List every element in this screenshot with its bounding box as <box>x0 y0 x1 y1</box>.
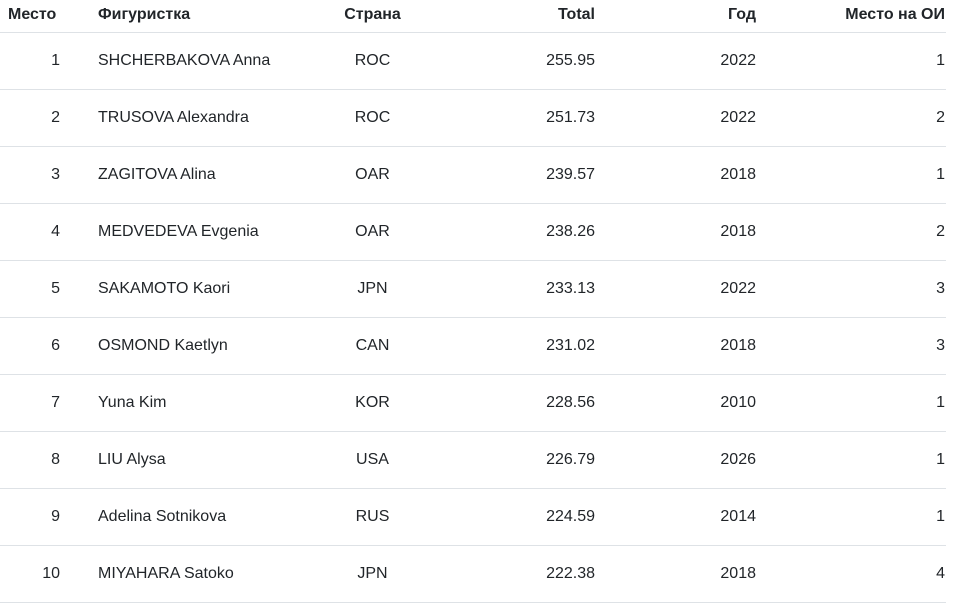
cell-country: OAR <box>315 203 430 261</box>
cell-total-score: 226.79 <box>430 431 603 489</box>
cell-year: 2022 <box>603 32 764 90</box>
cell-place: 7 <box>0 374 90 432</box>
cell-place: 2 <box>0 89 90 147</box>
cell-total-score: 231.02 <box>430 317 603 375</box>
table-row: 6 OSMOND Kaetlyn CAN 231.02 2018 3 <box>0 317 946 375</box>
cell-year: 2026 <box>603 431 764 489</box>
cell-year: 2018 <box>603 317 764 375</box>
skaters-ranking-table: Место Фигуристка Страна Total Год Место … <box>0 0 946 603</box>
table-row: 2 TRUSOVA Alexandra ROC 251.73 2022 2 <box>0 89 946 147</box>
table-body: 1 SHCHERBAKOVA Anna ROC 255.95 2022 1 2 TRUSOVA… <box>0 32 946 603</box>
cell-olympic-place: 1 <box>764 32 946 90</box>
cell-place: 8 <box>0 431 90 489</box>
cell-place: 3 <box>0 146 90 204</box>
cell-year: 2014 <box>603 488 764 546</box>
cell-olympic-place: 2 <box>764 203 946 261</box>
cell-skater-name: LIU Alysa <box>90 431 315 489</box>
cell-total-score: 255.95 <box>430 32 603 90</box>
cell-year: 2018 <box>603 203 764 261</box>
cell-olympic-place: 1 <box>764 431 946 489</box>
table-row: 10 MIYAHARA Satoko JPN 222.38 2018 4 <box>0 545 946 603</box>
cell-year: 2022 <box>603 89 764 147</box>
table-row: 5 SAKAMOTO Kaori JPN 233.13 2022 3 <box>0 260 946 318</box>
cell-total-score: 239.57 <box>430 146 603 204</box>
cell-skater-name: OSMOND Kaetlyn <box>90 317 315 375</box>
cell-place: 4 <box>0 203 90 261</box>
cell-olympic-place: 4 <box>764 545 946 603</box>
cell-country: OAR <box>315 146 430 204</box>
header-row: Место Фигуристка Страна Total Год Место … <box>0 0 946 33</box>
cell-total-score: 224.59 <box>430 488 603 546</box>
cell-skater-name: Yuna Kim <box>90 374 315 432</box>
cell-skater-name: Adelina Sotnikova <box>90 488 315 546</box>
cell-olympic-place: 3 <box>764 260 946 318</box>
table-row: 7 Yuna Kim KOR 228.56 2010 1 <box>0 374 946 432</box>
column-header-olympic-place: Место на ОИ <box>764 0 946 33</box>
cell-country: RUS <box>315 488 430 546</box>
table-row: 9 Adelina Sotnikova RUS 224.59 2014 1 <box>0 488 946 546</box>
cell-olympic-place: 3 <box>764 317 946 375</box>
cell-country: USA <box>315 431 430 489</box>
cell-place: 1 <box>0 32 90 90</box>
cell-place: 10 <box>0 545 90 603</box>
cell-olympic-place: 1 <box>764 146 946 204</box>
cell-total-score: 233.13 <box>430 260 603 318</box>
cell-skater-name: TRUSOVA Alexandra <box>90 89 315 147</box>
column-header-country: Страна <box>315 0 430 33</box>
column-header-total: Total <box>430 0 603 33</box>
cell-total-score: 238.26 <box>430 203 603 261</box>
column-header-place: Место <box>0 0 90 33</box>
cell-skater-name: ZAGITOVA Alina <box>90 146 315 204</box>
cell-skater-name: SAKAMOTO Kaori <box>90 260 315 318</box>
table-row: 4 MEDVEDEVA Evgenia OAR 238.26 2018 2 <box>0 203 946 261</box>
cell-olympic-place: 1 <box>764 374 946 432</box>
cell-year: 2018 <box>603 146 764 204</box>
cell-place: 9 <box>0 488 90 546</box>
table-row: 8 LIU Alysa USA 226.79 2026 1 <box>0 431 946 489</box>
column-header-year: Год <box>603 0 764 33</box>
cell-country: KOR <box>315 374 430 432</box>
cell-year: 2018 <box>603 545 764 603</box>
cell-country: ROC <box>315 89 430 147</box>
column-header-skater: Фигуристка <box>90 0 315 33</box>
cell-skater-name: MEDVEDEVA Evgenia <box>90 203 315 261</box>
cell-total-score: 222.38 <box>430 545 603 603</box>
cell-place: 6 <box>0 317 90 375</box>
table-row: 1 SHCHERBAKOVA Anna ROC 255.95 2022 1 <box>0 32 946 90</box>
table-row: 3 ZAGITOVA Alina OAR 239.57 2018 1 <box>0 146 946 204</box>
cell-place: 5 <box>0 260 90 318</box>
cell-country: JPN <box>315 545 430 603</box>
cell-total-score: 228.56 <box>430 374 603 432</box>
cell-total-score: 251.73 <box>430 89 603 147</box>
cell-skater-name: SHCHERBAKOVA Anna <box>90 32 315 90</box>
cell-country: CAN <box>315 317 430 375</box>
cell-country: ROC <box>315 32 430 90</box>
cell-year: 2022 <box>603 260 764 318</box>
cell-olympic-place: 2 <box>764 89 946 147</box>
cell-country: JPN <box>315 260 430 318</box>
cell-skater-name: MIYAHARA Satoko <box>90 545 315 603</box>
cell-year: 2010 <box>603 374 764 432</box>
cell-olympic-place: 1 <box>764 488 946 546</box>
